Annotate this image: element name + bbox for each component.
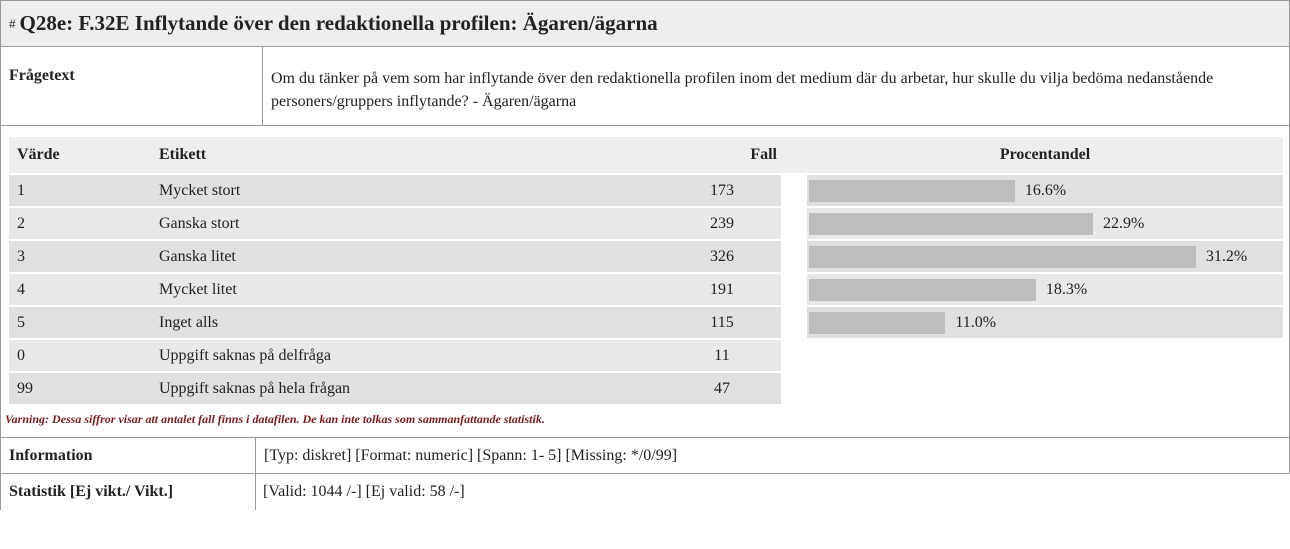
- value-cell: 3: [17, 247, 25, 265]
- count-cell: 239: [710, 214, 734, 232]
- value-cell: 99: [17, 379, 33, 397]
- count-cell: 47: [714, 379, 730, 397]
- percent-bar: [809, 312, 946, 334]
- label-cell: Inget alls: [159, 313, 219, 331]
- value-cell: 1: [17, 181, 25, 199]
- frequency-block: Värde Etikett Fall Procentandel Varning: De…: [0, 125, 1290, 438]
- percent-label: 31.2%: [1205, 247, 1248, 265]
- label-cell: Mycket litet: [159, 280, 237, 298]
- table-row: 2 Ganska stort 239: [9, 208, 781, 239]
- column-header: Etikett: [159, 146, 207, 163]
- percent-cell: 11.0%: [807, 307, 1283, 338]
- table-row: 5 Inget alls 115: [9, 307, 781, 338]
- question-text: Om du tänker på vem som har inflytande ö…: [262, 46, 1290, 126]
- count-cell: 173: [710, 181, 734, 199]
- info-label: Information: [0, 437, 256, 474]
- label-cell: Ganska stort: [159, 214, 240, 232]
- percent-label: 11.0%: [955, 313, 997, 331]
- percent-bar: [809, 246, 1196, 268]
- label-cell: Ganska litet: [159, 247, 236, 265]
- percent-cell: 16.6%: [807, 175, 1283, 206]
- table-row: 0 Uppgift saknas på delfråga 11: [9, 340, 781, 371]
- percent-label: 22.9%: [1102, 214, 1145, 232]
- percent-label: 16.6%: [1024, 181, 1067, 199]
- table-row: 99 Uppgift saknas på hela frågan 47: [9, 373, 781, 404]
- percent-label: 18.3%: [1045, 280, 1088, 298]
- count-cell: 326: [710, 247, 734, 265]
- percent-cell: 31.2%: [807, 241, 1283, 272]
- value-cell: 4: [17, 280, 25, 298]
- title-bar: # Q28e: F.32E Inflytande över den redakt…: [0, 0, 1290, 47]
- value-cell: 5: [17, 313, 25, 331]
- warning: Varning: Dessa siffror visar att antalet…: [5, 412, 545, 426]
- value-cell: 2: [17, 214, 25, 232]
- label-cell: Uppgift saknas på hela frågan: [159, 379, 351, 397]
- info-text: [Typ: diskret] [Format: numeric] [Spann:…: [255, 437, 1290, 474]
- label-cell: Mycket stort: [159, 181, 241, 199]
- hash: #: [9, 15, 16, 31]
- value-cell: 0: [17, 346, 25, 364]
- question-label: Frågetext: [0, 46, 263, 126]
- count-cell: 115: [710, 313, 734, 331]
- table-row: 1 Mycket stort 173: [9, 175, 781, 206]
- column-header: Procentandel: [999, 146, 1091, 163]
- stats-label: Statistik [Ej vikt./ Vikt.]: [0, 473, 256, 510]
- stats-text: [Valid: 1044 /-] [Ej valid: 58 /-]: [263, 482, 465, 500]
- table-header: Värde Etikett Fall Procentandel: [9, 137, 1283, 173]
- label-cell: Uppgift saknas på delfråga: [159, 346, 331, 364]
- count-cell: 191: [710, 280, 734, 298]
- title: Q28e: F.32E Inflytande över den redaktio…: [19, 11, 658, 35]
- percent-bar: [809, 213, 1093, 235]
- column-header: Värde: [17, 146, 60, 163]
- percent-bar: [809, 180, 1015, 202]
- count-cell: 11: [714, 346, 730, 364]
- percent-cell: 18.3%: [807, 274, 1283, 305]
- table-row: 3 Ganska litet 326: [9, 241, 781, 272]
- percent-bar: [809, 279, 1036, 301]
- column-header: Fall: [750, 146, 777, 163]
- table-row: 4 Mycket litet 191: [9, 274, 781, 305]
- percent-cell: 22.9%: [807, 208, 1283, 239]
